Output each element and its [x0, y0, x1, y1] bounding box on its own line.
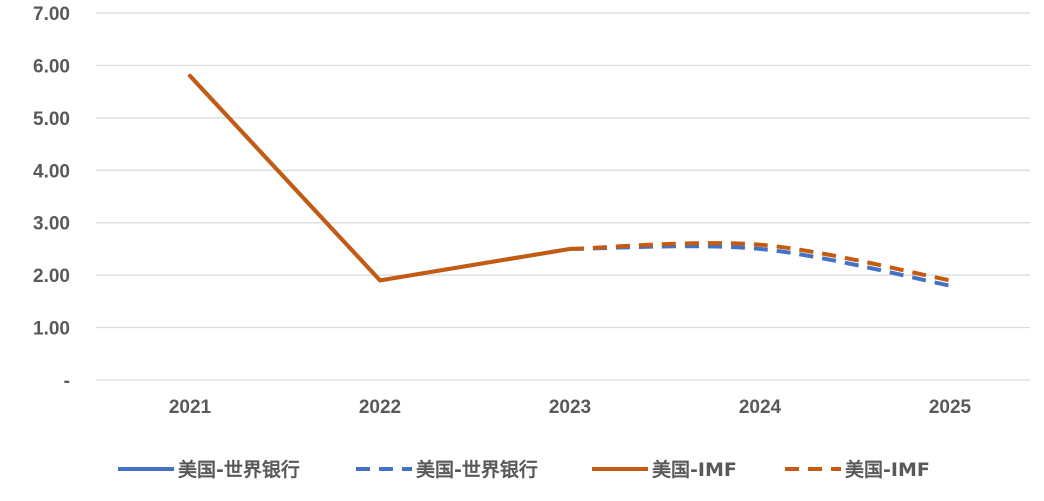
series-line-1 — [188, 73, 572, 283]
legend: 美国-世界银行 美国-世界银行 美国-IMF 美国-IMF — [118, 458, 930, 481]
series-line-3 — [188, 73, 572, 283]
y-axis: - 1.00 2.00 3.00 4.00 5.00 6.00 7.00 — [33, 4, 70, 392]
y-tick-label: 7.00 — [33, 4, 70, 25]
legend-label: 美国-IMF — [845, 458, 930, 481]
legend-label: 美国-世界银行 — [178, 458, 300, 481]
series-line-4 — [569, 241, 951, 283]
y-tick-label: 1.00 — [33, 319, 70, 340]
legend-label: 美国-IMF — [652, 458, 737, 481]
y-tick-label: 2.00 — [33, 266, 70, 287]
y-tick-label: 4.00 — [33, 161, 70, 182]
y-tick-label: - — [64, 371, 70, 392]
x-tick-label: 2023 — [549, 397, 591, 418]
x-tick-label: 2024 — [739, 397, 782, 418]
x-axis: 2021 2022 2023 2024 2025 — [169, 397, 972, 418]
x-tick-label: 2025 — [929, 397, 972, 418]
legend-label: 美国-世界银行 — [416, 458, 538, 481]
y-tick-label: 6.00 — [33, 56, 70, 77]
x-tick-label: 2022 — [359, 397, 401, 418]
series-lines — [188, 73, 951, 288]
y-tick-label: 5.00 — [33, 109, 70, 130]
x-tick-label: 2021 — [169, 397, 212, 418]
gridlines — [96, 12, 1030, 381]
y-tick-label: 3.00 — [33, 214, 70, 235]
series-line-2 — [569, 244, 951, 288]
